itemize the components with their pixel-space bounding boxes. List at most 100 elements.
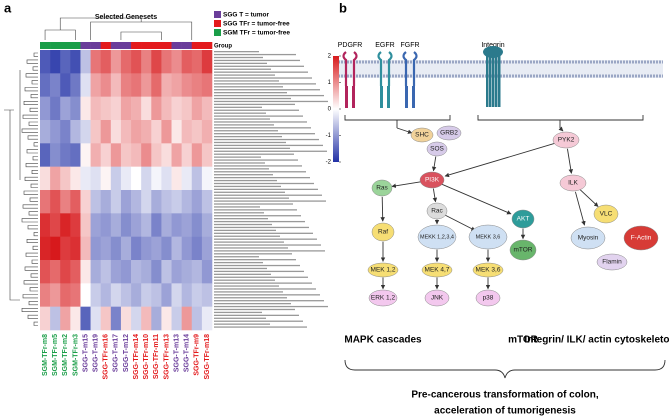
- row-label-placeholder: [214, 165, 302, 167]
- heatmap-cell: [141, 96, 152, 121]
- row-label-placeholder: [214, 59, 300, 62]
- heatmap-cell: [201, 236, 213, 261]
- row-label-placeholder: [214, 297, 287, 299]
- heatmap-cell: [120, 260, 132, 284]
- dendrogram: [21, 218, 38, 223]
- heatmap-cell: [60, 50, 71, 74]
- group-cell: [80, 42, 91, 49]
- heatmap-cell: [90, 306, 102, 331]
- row-label-placeholder: [214, 291, 283, 293]
- pathway-node: [472, 262, 504, 278]
- heatmap-cell: [201, 96, 213, 121]
- dendrogram: [4, 70, 21, 301]
- heatmap-cell: [120, 213, 132, 237]
- row-label-placeholder: [214, 80, 279, 82]
- row-label-placeholder: [214, 250, 325, 252]
- group-cell: [100, 42, 112, 49]
- column-label: SGG-TFr-m16: [103, 334, 110, 380]
- heatmap-cell: [141, 166, 152, 191]
- column-label: SGG-TFr-m10: [143, 334, 150, 380]
- heatmap-cell: [50, 166, 61, 191]
- row-label-placeholder: [214, 74, 275, 76]
- heatmap-cell: [90, 143, 102, 167]
- row-label-placeholder: [214, 94, 324, 97]
- row-label-placeholder: [214, 51, 259, 53]
- heatmap-cell: [191, 283, 203, 307]
- receptor-tail: [352, 86, 355, 108]
- row-label-placeholder: [214, 162, 265, 164]
- row-label-placeholder: [214, 282, 312, 284]
- heatmap-cell: [131, 120, 142, 144]
- receptor-label: FGFR: [400, 42, 419, 49]
- pathway-node: [593, 204, 619, 224]
- group-cell: [191, 42, 203, 49]
- heatmap-cell: [120, 96, 132, 121]
- integrin: [486, 52, 489, 107]
- row-label-placeholder: [214, 62, 267, 65]
- row-label-placeholder: [214, 223, 272, 226]
- node-label: SOS: [430, 146, 444, 153]
- dendrogram: [22, 114, 38, 119]
- heatmap-cell: [131, 283, 142, 307]
- dendrogram: [31, 80, 38, 85]
- heatmap-title: Selected Genesets: [95, 14, 157, 21]
- column-label: SGG-T-m19: [92, 334, 99, 372]
- node-label: Rac: [431, 208, 443, 215]
- heatmap-cell: [181, 166, 193, 191]
- row-label-placeholder: [214, 273, 271, 275]
- heatmap-cell: [100, 120, 112, 144]
- heatmap-cell: [60, 306, 71, 331]
- pathway-node: [371, 222, 395, 242]
- heatmap-cell: [80, 96, 91, 121]
- heatmap-cell: [171, 190, 182, 214]
- dendrogram: [29, 287, 38, 292]
- dendrogram: [31, 170, 38, 174]
- heatmap-cell: [191, 190, 203, 214]
- conclusion: Pre-cancerous transformation of colon,: [411, 390, 598, 401]
- heatmap-cell: [131, 236, 142, 261]
- heatmap-cell: [171, 143, 182, 167]
- heatmap-cell: [70, 260, 81, 284]
- heatmap-cell: [181, 306, 193, 331]
- row-label-placeholder: [214, 89, 320, 91]
- row-label-placeholder: [214, 311, 262, 314]
- node-label: Myosin: [578, 235, 599, 242]
- heatmap-cell: [60, 166, 71, 191]
- dendrogram: [24, 266, 38, 271]
- heatmap-cell: [80, 50, 91, 74]
- dendrogram: [32, 156, 38, 161]
- row-label-placeholder: [214, 241, 284, 243]
- row-label-placeholder: [214, 174, 273, 176]
- heatmap-cell: [50, 283, 61, 307]
- brace: [344, 359, 666, 379]
- heatmap-cell: [181, 283, 193, 307]
- heatmap-cell: [110, 213, 122, 237]
- node-label: GRB2: [440, 130, 458, 137]
- heatmap-cell: [191, 96, 203, 121]
- heatmap-cell: [131, 190, 142, 214]
- heatmap-cell: [80, 190, 91, 214]
- heatmap-cell: [191, 306, 203, 331]
- receptor: [377, 51, 393, 86]
- heatmap-cell: [50, 190, 61, 214]
- branch-label: mTOR: [508, 335, 539, 346]
- row-label-placeholder: [214, 144, 323, 147]
- heatmap-cell: [161, 120, 172, 144]
- heatmap-cell: [151, 166, 162, 191]
- row-label-placeholder: [214, 226, 309, 229]
- pathway-node: [552, 131, 580, 149]
- row-label-placeholder: [214, 270, 304, 273]
- panel-label: a: [4, 0, 12, 15]
- row-label-placeholder: [214, 92, 287, 94]
- dendrogram: [26, 239, 38, 243]
- branch-label: MAPK cascades: [344, 335, 422, 346]
- heatmap-cell: [181, 213, 193, 237]
- heatmap-cell: [50, 236, 61, 261]
- row-label-placeholder: [214, 124, 274, 126]
- heatmap-cell: [50, 306, 61, 331]
- heatmap-cell: [171, 50, 182, 74]
- row-label-placeholder: [214, 71, 308, 73]
- node-label: JNK: [431, 295, 444, 302]
- heatmap-cell: [131, 96, 142, 121]
- group-cell: [201, 42, 213, 49]
